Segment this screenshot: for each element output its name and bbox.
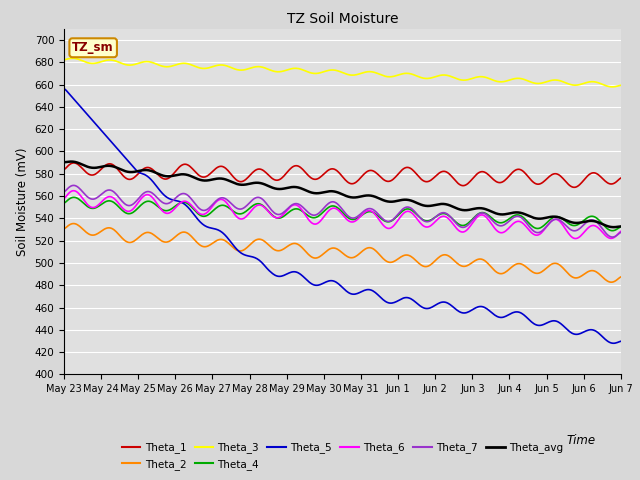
Theta_3: [69, 55, 77, 61]
Theta_5: [362, 287, 369, 293]
Theta_7: [608, 234, 616, 240]
Line: Theta_2: Theta_2: [64, 224, 621, 282]
Theta_avg: [393, 198, 401, 204]
Theta_avg: [60, 159, 68, 165]
Theta_6: [70, 188, 78, 193]
Theta_7: [329, 199, 337, 204]
Theta_6: [362, 208, 370, 214]
Theta_7: [362, 206, 370, 212]
Theta_3: [60, 57, 68, 63]
Theta_7: [60, 189, 68, 195]
Theta_5: [516, 310, 524, 315]
Theta_5: [617, 338, 625, 344]
Theta_2: [605, 279, 612, 285]
Theta_7: [326, 200, 333, 205]
Theta_6: [572, 236, 579, 241]
Theta_7: [617, 229, 625, 235]
Legend: Theta_1, Theta_2, Theta_3, Theta_4, Theta_5, Theta_6, Theta_7, Theta_avg: Theta_1, Theta_2, Theta_3, Theta_4, Thet…: [118, 438, 567, 474]
Theta_avg: [518, 210, 525, 216]
Theta_6: [326, 207, 333, 213]
Theta_3: [326, 67, 333, 73]
Theta_3: [518, 76, 525, 82]
Line: Theta_7: Theta_7: [64, 185, 621, 237]
Theta_6: [617, 228, 625, 234]
Theta_1: [570, 184, 578, 190]
Theta_2: [60, 226, 68, 232]
Theta_3: [617, 83, 625, 88]
Theta_1: [362, 169, 370, 175]
Theta_5: [609, 340, 617, 346]
Theta_1: [617, 175, 625, 181]
Theta_2: [617, 274, 625, 280]
Line: Theta_5: Theta_5: [64, 89, 621, 343]
Y-axis label: Soil Moisture (mV): Soil Moisture (mV): [16, 147, 29, 256]
Theta_7: [70, 182, 78, 188]
Theta_7: [393, 213, 401, 219]
Theta_2: [326, 246, 333, 252]
Text: Time: Time: [566, 434, 595, 447]
Theta_5: [604, 338, 611, 344]
Theta_6: [393, 219, 401, 225]
Theta_1: [60, 167, 68, 172]
Theta_6: [60, 195, 68, 201]
Theta_4: [518, 213, 525, 219]
Theta_4: [605, 227, 612, 232]
Theta_avg: [611, 224, 618, 230]
Theta_3: [608, 84, 616, 90]
Theta_1: [393, 173, 401, 179]
Theta_5: [324, 278, 332, 284]
Theta_6: [518, 219, 525, 225]
Title: TZ Soil Moisture: TZ Soil Moisture: [287, 12, 398, 26]
Theta_2: [518, 261, 525, 267]
Theta_4: [393, 214, 401, 220]
Line: Theta_4: Theta_4: [64, 197, 621, 231]
Theta_4: [617, 224, 625, 229]
Theta_avg: [362, 192, 370, 198]
Theta_4: [362, 209, 370, 215]
Theta_avg: [326, 188, 333, 194]
Theta_7: [605, 233, 612, 239]
Theta_2: [329, 245, 337, 251]
Theta_3: [393, 72, 401, 78]
Theta_3: [605, 84, 612, 89]
Theta_2: [607, 279, 614, 285]
Theta_6: [329, 205, 337, 211]
Line: Theta_6: Theta_6: [64, 191, 621, 239]
Line: Theta_1: Theta_1: [64, 163, 621, 187]
Theta_1: [326, 167, 333, 172]
Theta_1: [518, 167, 525, 173]
Theta_3: [329, 67, 337, 73]
Theta_6: [606, 235, 614, 241]
Theta_4: [70, 194, 78, 200]
Theta_1: [606, 181, 614, 187]
Theta_4: [326, 204, 333, 210]
Theta_4: [608, 228, 616, 234]
Theta_avg: [67, 159, 74, 165]
Theta_5: [328, 278, 335, 284]
Theta_2: [362, 246, 370, 252]
Theta_2: [70, 221, 78, 227]
Theta_2: [393, 257, 401, 263]
Theta_avg: [329, 189, 337, 194]
Theta_5: [60, 86, 68, 92]
Theta_7: [518, 215, 525, 221]
Line: Theta_3: Theta_3: [64, 58, 621, 87]
Theta_4: [329, 203, 337, 209]
Theta_5: [392, 299, 399, 305]
Theta_4: [60, 200, 68, 206]
Theta_1: [329, 166, 337, 172]
Text: TZ_sm: TZ_sm: [72, 41, 114, 54]
Theta_3: [362, 69, 370, 75]
Theta_avg: [605, 224, 612, 229]
Theta_avg: [617, 224, 625, 229]
Theta_1: [70, 160, 78, 166]
Line: Theta_avg: Theta_avg: [64, 162, 621, 227]
